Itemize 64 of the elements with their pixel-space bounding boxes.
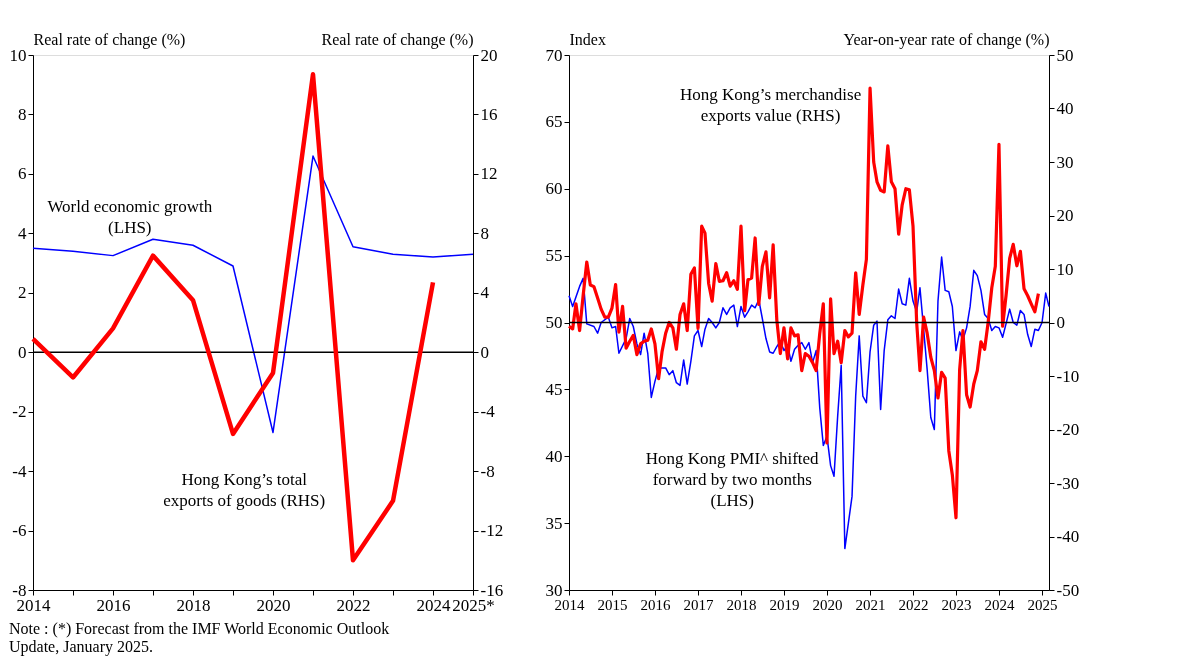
- x-tick-label: 2022: [898, 596, 929, 613]
- y-tick-label: -2: [12, 402, 27, 422]
- y-tick-label: 0: [18, 342, 27, 362]
- y-axis-title: Real rate of change (%): [33, 30, 186, 49]
- x-tick-label: 2018: [726, 596, 757, 613]
- y-tick-label: 8: [18, 104, 27, 124]
- y-tick-label: 10: [9, 45, 27, 65]
- text: Note : (*) Forecast from the IMF World Economic Outlook Update, January 2025.: [9, 620, 390, 656]
- y2-tick-label: 20: [1056, 206, 1074, 225]
- x-tick-label: 2017: [683, 596, 715, 613]
- y-tick-label: 50: [545, 313, 563, 332]
- y-axis-title: Index: [569, 30, 606, 48]
- x-tick-label: 2016: [640, 596, 671, 613]
- x-tick-label: 2025: [1027, 596, 1058, 613]
- y2-axis-title: Year-on-year rate of change (%): [843, 30, 1050, 49]
- y2-tick-label: 20: [480, 45, 498, 65]
- y-tick-label: 70: [545, 45, 563, 65]
- series-label: World economic growth (LHS): [47, 197, 213, 238]
- y2-tick-label: 30: [1056, 152, 1074, 172]
- y-tick-label: 2: [18, 283, 27, 303]
- y-tick-label: -4: [12, 461, 27, 481]
- y2-tick-label: 0: [480, 342, 489, 362]
- line-series: [30, 72, 436, 563]
- y2-tick-label: -4: [480, 402, 496, 422]
- x-tick-label: 2021: [855, 596, 886, 613]
- y-tick-label: -6: [12, 521, 27, 541]
- y-tick-label: 45: [545, 379, 563, 399]
- y2-axis-title: Real rate of change (%): [321, 30, 474, 49]
- y2-tick-label: -8: [480, 461, 495, 481]
- y-tick-label: 55: [545, 246, 563, 266]
- y2-tick-label: 12: [480, 164, 498, 184]
- x-tick-label: 2023: [941, 596, 972, 613]
- y-tick-label: 4: [18, 223, 27, 243]
- x-tick-label: 2024: [984, 596, 1015, 613]
- y2-tick-label: -50: [1056, 580, 1080, 600]
- y2-tick-label: 40: [1056, 99, 1074, 118]
- series-label: Hong Kong PMI^ shifted forward by two months (LHS): [645, 448, 820, 510]
- y2-tick-label: -40: [1056, 527, 1080, 546]
- x-tick-label: 2022: [336, 595, 371, 615]
- y-tick-label: 6: [18, 164, 27, 184]
- x-tick-label: 2019: [769, 596, 800, 613]
- series-label: Hong Kong’s total exports of goods (RHS): [163, 470, 326, 511]
- y-tick-label: 40: [545, 446, 563, 466]
- y2-tick-label: 16: [480, 104, 498, 124]
- y2-tick-label: 10: [1056, 259, 1074, 279]
- series-label: Hong Kong’s merchandise exports value (RHS): [679, 85, 862, 126]
- line-series: [567, 86, 1040, 520]
- x-tick-label: 2015: [597, 596, 628, 613]
- y-tick-label: 35: [545, 513, 563, 533]
- x-tick-label: 2018: [176, 595, 211, 615]
- x-tick-label: 2020: [812, 596, 843, 613]
- x-tick-label: 2016: [96, 595, 131, 615]
- y2-tick-label: 4: [480, 283, 490, 303]
- x-tick-label: 2020: [256, 595, 291, 615]
- y2-tick-label: 50: [1056, 45, 1074, 65]
- y2-tick-label: -10: [1056, 366, 1080, 386]
- y2-tick-label: -20: [1056, 420, 1080, 439]
- y2-tick-label: 8: [480, 223, 489, 243]
- y2-tick-label: -30: [1056, 473, 1080, 493]
- y2-tick-label: -12: [480, 521, 504, 541]
- y2-tick-label: 0: [1056, 313, 1065, 332]
- x-tick-label: 2024: [416, 595, 451, 615]
- y-tick-label: 65: [545, 112, 563, 132]
- y-tick-label: 60: [545, 179, 563, 199]
